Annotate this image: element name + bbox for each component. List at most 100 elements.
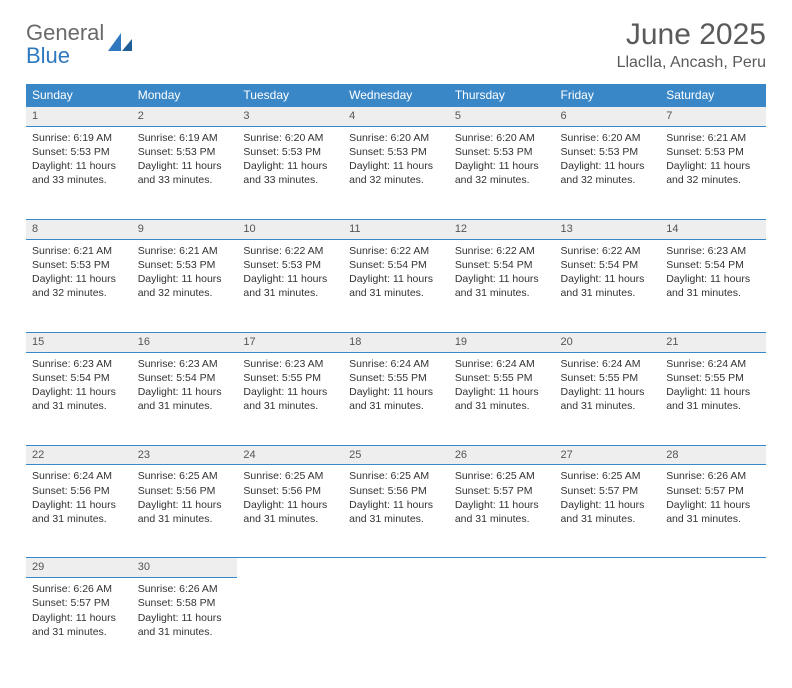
sunset-line: Sunset: 5:53 PM <box>32 145 126 159</box>
day-cell: Sunrise: 6:22 AMSunset: 5:53 PMDaylight:… <box>237 239 343 332</box>
daynum-row: 15161718192021 <box>26 332 766 352</box>
daylight-line: Daylight: 11 hours and 31 minutes. <box>138 611 232 639</box>
daylight-line: Daylight: 11 hours and 32 minutes. <box>455 159 549 187</box>
sunset-line: Sunset: 5:54 PM <box>561 258 655 272</box>
sunset-line: Sunset: 5:55 PM <box>349 371 443 385</box>
sunset-line: Sunset: 5:53 PM <box>561 145 655 159</box>
sunset-line: Sunset: 5:54 PM <box>666 258 760 272</box>
sunrise-line: Sunrise: 6:24 AM <box>561 357 655 371</box>
daylight-line: Daylight: 11 hours and 32 minutes. <box>666 159 760 187</box>
daylight-line: Daylight: 11 hours and 33 minutes. <box>243 159 337 187</box>
daylight-line: Daylight: 11 hours and 31 minutes. <box>138 498 232 526</box>
day-number: 20 <box>555 332 661 352</box>
daylight-line: Daylight: 11 hours and 31 minutes. <box>666 385 760 413</box>
logo-text: General Blue <box>26 22 104 68</box>
weekday-header: Thursday <box>449 84 555 107</box>
sunrise-line: Sunrise: 6:21 AM <box>666 131 760 145</box>
sunset-line: Sunset: 5:57 PM <box>32 596 126 610</box>
location: Llaclla, Ancash, Peru <box>617 54 766 72</box>
day-number: 5 <box>449 107 555 127</box>
day-number: 13 <box>555 219 661 239</box>
sunrise-line: Sunrise: 6:24 AM <box>32 469 126 483</box>
sunset-line: Sunset: 5:56 PM <box>243 484 337 498</box>
daylight-line: Daylight: 11 hours and 31 minutes. <box>349 272 443 300</box>
day-number: 1 <box>26 107 132 127</box>
day-number: 14 <box>660 219 766 239</box>
sunrise-line: Sunrise: 6:20 AM <box>561 131 655 145</box>
daylight-line: Daylight: 11 hours and 31 minutes. <box>32 611 126 639</box>
sunrise-line: Sunrise: 6:25 AM <box>243 469 337 483</box>
daylight-line: Daylight: 11 hours and 31 minutes. <box>666 272 760 300</box>
day-cell: Sunrise: 6:23 AMSunset: 5:54 PMDaylight:… <box>660 239 766 332</box>
logo-word-general: General <box>26 20 104 45</box>
day-cell <box>343 578 449 671</box>
sunset-line: Sunset: 5:58 PM <box>138 596 232 610</box>
day-cell: Sunrise: 6:21 AMSunset: 5:53 PMDaylight:… <box>660 126 766 219</box>
week-row: Sunrise: 6:24 AMSunset: 5:56 PMDaylight:… <box>26 465 766 558</box>
sunrise-line: Sunrise: 6:24 AM <box>455 357 549 371</box>
weekday-header: Saturday <box>660 84 766 107</box>
sunrise-line: Sunrise: 6:26 AM <box>666 469 760 483</box>
weekday-header: Friday <box>555 84 661 107</box>
day-number <box>343 558 449 578</box>
sunset-line: Sunset: 5:53 PM <box>455 145 549 159</box>
day-cell: Sunrise: 6:20 AMSunset: 5:53 PMDaylight:… <box>555 126 661 219</box>
day-cell: Sunrise: 6:22 AMSunset: 5:54 PMDaylight:… <box>555 239 661 332</box>
daylight-line: Daylight: 11 hours and 31 minutes. <box>32 385 126 413</box>
sunrise-line: Sunrise: 6:21 AM <box>138 244 232 258</box>
day-cell: Sunrise: 6:22 AMSunset: 5:54 PMDaylight:… <box>343 239 449 332</box>
sunrise-line: Sunrise: 6:23 AM <box>666 244 760 258</box>
sunset-line: Sunset: 5:57 PM <box>561 484 655 498</box>
sunset-line: Sunset: 5:55 PM <box>561 371 655 385</box>
sunrise-line: Sunrise: 6:25 AM <box>138 469 232 483</box>
daylight-line: Daylight: 11 hours and 31 minutes. <box>561 498 655 526</box>
day-cell: Sunrise: 6:25 AMSunset: 5:56 PMDaylight:… <box>343 465 449 558</box>
sunrise-line: Sunrise: 6:23 AM <box>138 357 232 371</box>
sunrise-line: Sunrise: 6:20 AM <box>349 131 443 145</box>
sunrise-line: Sunrise: 6:24 AM <box>666 357 760 371</box>
day-cell: Sunrise: 6:25 AMSunset: 5:57 PMDaylight:… <box>449 465 555 558</box>
day-number: 17 <box>237 332 343 352</box>
weekday-header-row: Sunday Monday Tuesday Wednesday Thursday… <box>26 84 766 107</box>
week-row: Sunrise: 6:21 AMSunset: 5:53 PMDaylight:… <box>26 239 766 332</box>
sunset-line: Sunset: 5:56 PM <box>138 484 232 498</box>
day-number: 25 <box>343 445 449 465</box>
header: General Blue June 2025 Llaclla, Ancash, … <box>26 18 766 72</box>
month-title: June 2025 <box>617 18 766 52</box>
day-number: 12 <box>449 219 555 239</box>
sail-icon <box>108 33 134 53</box>
day-number <box>449 558 555 578</box>
sunrise-line: Sunrise: 6:20 AM <box>243 131 337 145</box>
weekday-header: Tuesday <box>237 84 343 107</box>
logo: General Blue <box>26 22 134 68</box>
day-cell: Sunrise: 6:24 AMSunset: 5:56 PMDaylight:… <box>26 465 132 558</box>
daylight-line: Daylight: 11 hours and 31 minutes. <box>32 498 126 526</box>
sunset-line: Sunset: 5:54 PM <box>349 258 443 272</box>
title-block: June 2025 Llaclla, Ancash, Peru <box>617 18 766 72</box>
sunset-line: Sunset: 5:53 PM <box>32 258 126 272</box>
day-cell <box>555 578 661 671</box>
sunset-line: Sunset: 5:53 PM <box>243 145 337 159</box>
day-number: 11 <box>343 219 449 239</box>
daynum-row: 1234567 <box>26 107 766 127</box>
daylight-line: Daylight: 11 hours and 32 minutes. <box>32 272 126 300</box>
daylight-line: Daylight: 11 hours and 31 minutes. <box>349 385 443 413</box>
daylight-line: Daylight: 11 hours and 31 minutes. <box>561 385 655 413</box>
daylight-line: Daylight: 11 hours and 31 minutes. <box>138 385 232 413</box>
day-cell: Sunrise: 6:19 AMSunset: 5:53 PMDaylight:… <box>132 126 238 219</box>
sunrise-line: Sunrise: 6:25 AM <box>455 469 549 483</box>
day-number: 10 <box>237 219 343 239</box>
day-cell: Sunrise: 6:26 AMSunset: 5:57 PMDaylight:… <box>26 578 132 671</box>
day-number: 2 <box>132 107 238 127</box>
day-number: 28 <box>660 445 766 465</box>
daynum-row: 22232425262728 <box>26 445 766 465</box>
day-number: 23 <box>132 445 238 465</box>
sunrise-line: Sunrise: 6:19 AM <box>138 131 232 145</box>
day-cell <box>660 578 766 671</box>
day-cell: Sunrise: 6:21 AMSunset: 5:53 PMDaylight:… <box>26 239 132 332</box>
calendar-table: Sunday Monday Tuesday Wednesday Thursday… <box>26 84 766 670</box>
daynum-row: 891011121314 <box>26 219 766 239</box>
day-number: 8 <box>26 219 132 239</box>
weekday-header: Monday <box>132 84 238 107</box>
sunset-line: Sunset: 5:55 PM <box>666 371 760 385</box>
